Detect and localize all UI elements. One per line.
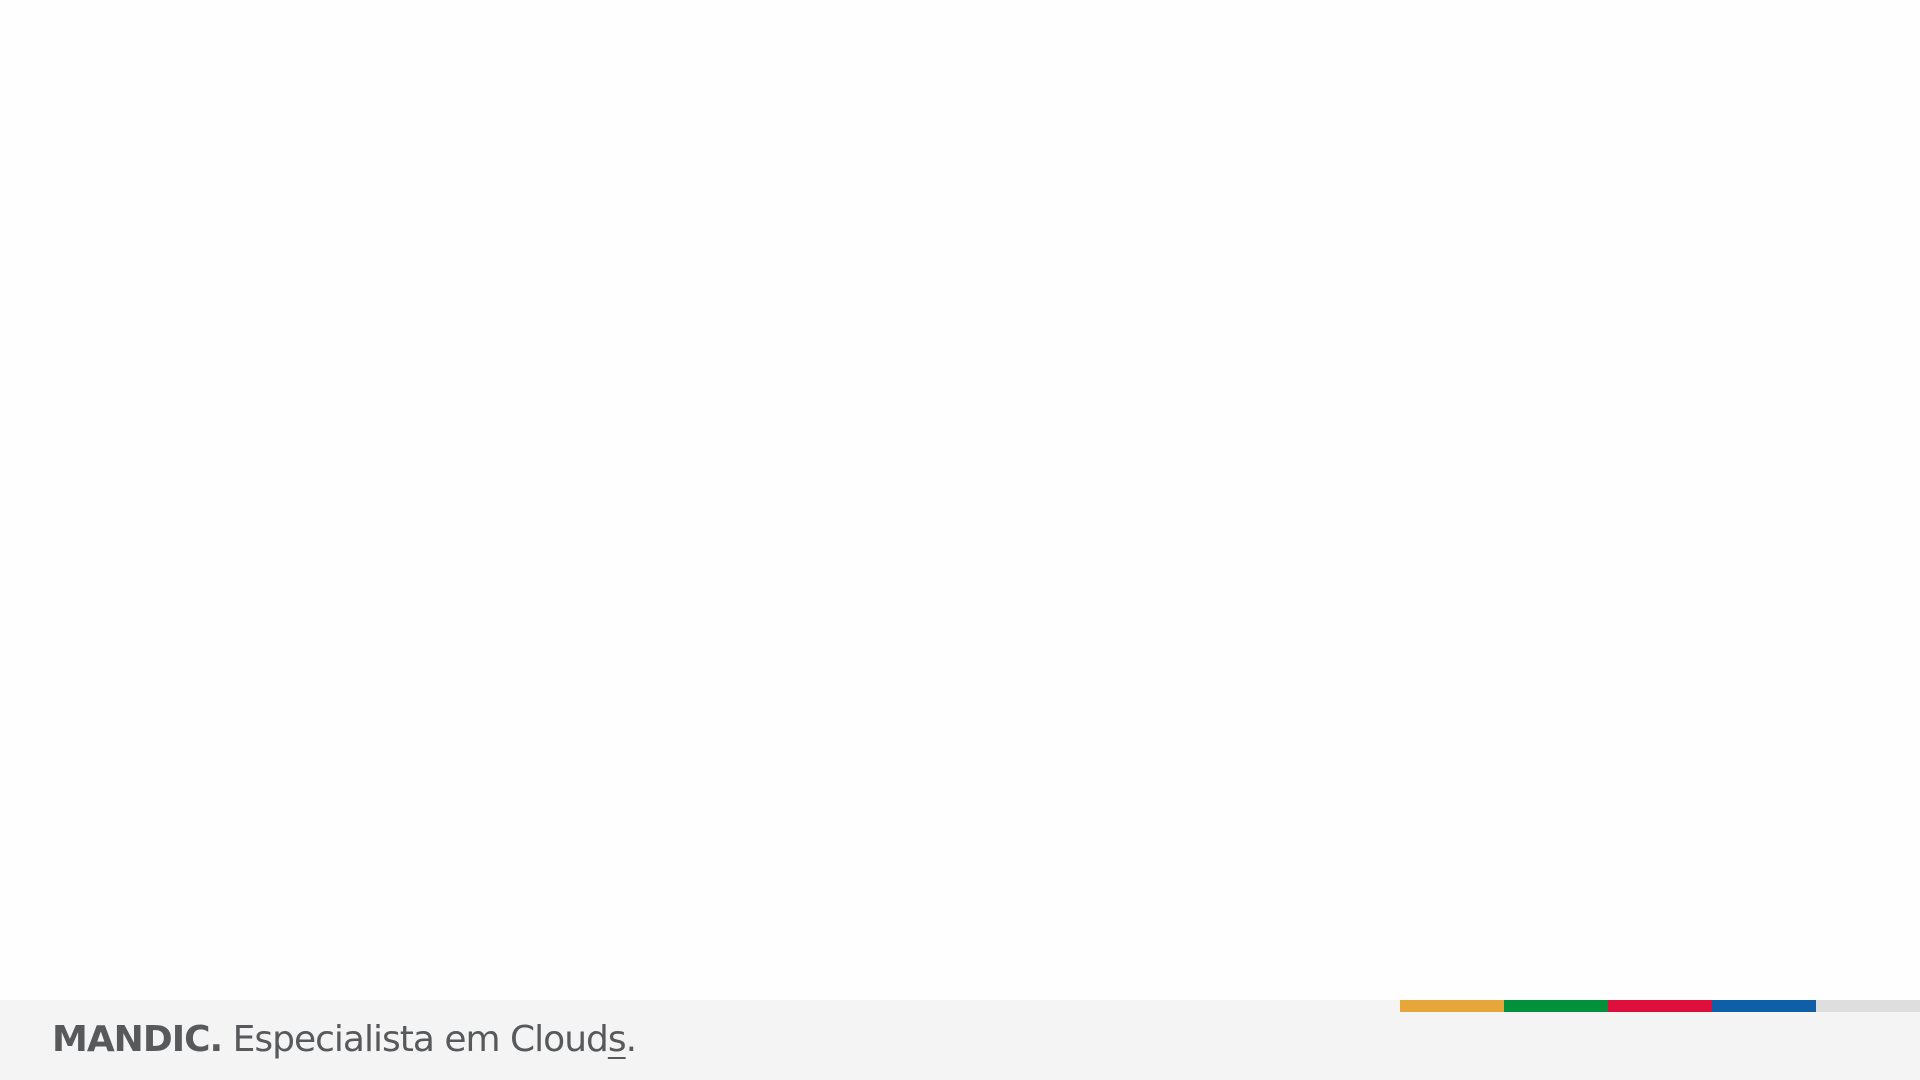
footer-tagline: MANDIC. Especialista em Clouds. <box>52 1000 637 1080</box>
strip-segment-green <box>1504 1000 1608 1012</box>
tagline-period: . <box>625 1019 637 1060</box>
tagline-text: Especialista em Cloud <box>222 1019 609 1060</box>
brand-name: MANDIC. <box>52 1019 223 1060</box>
tagline-underlined-letter: s <box>607 1019 627 1060</box>
brand-color-strip <box>1400 1000 1920 1012</box>
strip-segment-orange <box>1400 1000 1504 1012</box>
strip-segment-blue <box>1712 1000 1816 1012</box>
strip-segment-red <box>1608 1000 1712 1012</box>
strip-segment-gray <box>1816 1000 1920 1012</box>
blank-content-area <box>0 0 1920 1000</box>
footer-bar: MANDIC. Especialista em Clouds. <box>0 1000 1920 1080</box>
